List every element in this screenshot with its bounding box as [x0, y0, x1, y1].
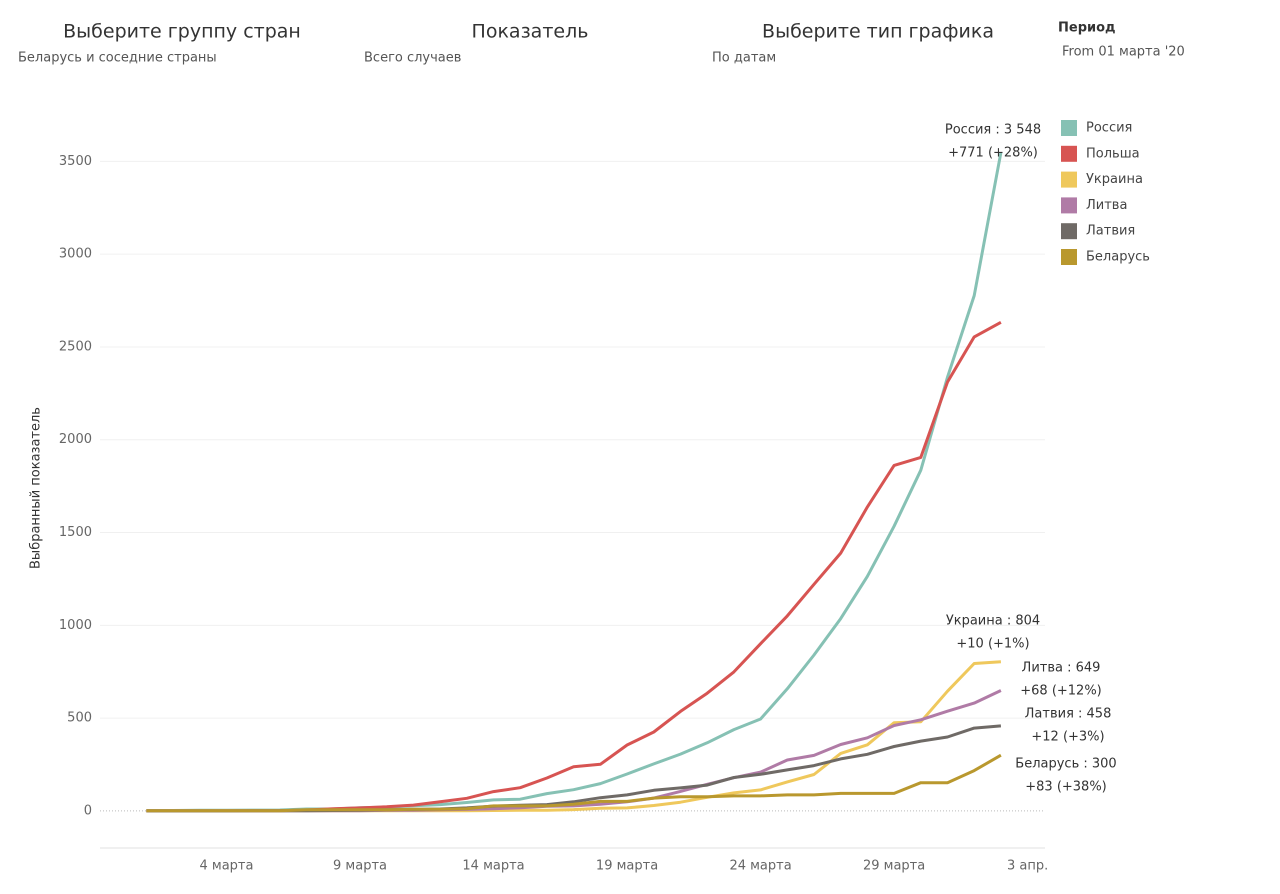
filter-value[interactable]: From 01 марта '20 — [1062, 45, 1185, 60]
series-line — [146, 152, 1003, 812]
legend-swatch — [1061, 120, 1077, 136]
annotation: Латвия : 458 — [1025, 707, 1112, 722]
y-tick-label: 3500 — [59, 154, 92, 169]
legend-label: Россия — [1086, 121, 1132, 136]
legend-swatch — [1061, 145, 1077, 162]
filter-title: Выберите тип графика — [762, 21, 994, 43]
y-tick-label: 2000 — [59, 432, 92, 447]
x-tick-label: 9 марта — [333, 859, 387, 874]
legend-swatch — [1061, 171, 1077, 188]
legend-swatch — [1061, 249, 1077, 265]
filter-title: Период — [1058, 21, 1116, 36]
filter-value[interactable]: Всего случаев — [364, 51, 461, 66]
x-tick-label: 19 марта — [596, 859, 658, 874]
annotation: +10 (+1%) — [956, 637, 1029, 652]
filter-title: Показатель — [472, 21, 589, 43]
x-tick-label: 4 марта — [199, 859, 253, 874]
y-tick-label: 500 — [67, 711, 92, 726]
annotation: +12 (+3%) — [1031, 730, 1104, 745]
filter-value[interactable]: Беларусь и соседние страны — [18, 51, 217, 66]
legend-label: Польша — [1086, 146, 1140, 161]
y-tick-label: 1500 — [59, 525, 92, 540]
filter-value[interactable]: По датам — [712, 51, 776, 66]
series-line — [146, 753, 1002, 813]
filter-title: Выберите группу стран — [63, 21, 301, 43]
y-axis-label: Выбранный показатель — [29, 407, 44, 569]
legend-label: Украина — [1086, 172, 1143, 187]
annotation: +771 (+28%) — [948, 146, 1038, 161]
annotation: Литва : 649 — [1022, 661, 1101, 676]
y-tick-label: 2500 — [59, 339, 92, 354]
y-tick-label: 0 — [84, 803, 92, 818]
x-tick-label: 24 марта — [729, 859, 791, 874]
legend-swatch — [1061, 197, 1077, 214]
annotation: +68 (+12%) — [1020, 684, 1102, 699]
legend-label: Латвия — [1086, 224, 1135, 239]
annotation: Беларусь : 300 — [1015, 757, 1116, 772]
y-tick-label: 1000 — [59, 618, 92, 633]
x-tick-label: 14 марта — [462, 859, 524, 874]
legend-swatch — [1061, 223, 1077, 240]
annotation: Россия : 3 548 — [945, 123, 1041, 138]
x-tick-label: 3 апр. — [1007, 859, 1048, 874]
legend-label: Литва — [1086, 198, 1127, 213]
x-tick-label: 29 марта — [863, 859, 925, 874]
legend-label: Беларусь — [1086, 250, 1150, 265]
y-tick-label: 3000 — [59, 247, 92, 262]
annotation: Украина : 804 — [946, 614, 1040, 629]
annotation: +83 (+38%) — [1025, 780, 1107, 795]
